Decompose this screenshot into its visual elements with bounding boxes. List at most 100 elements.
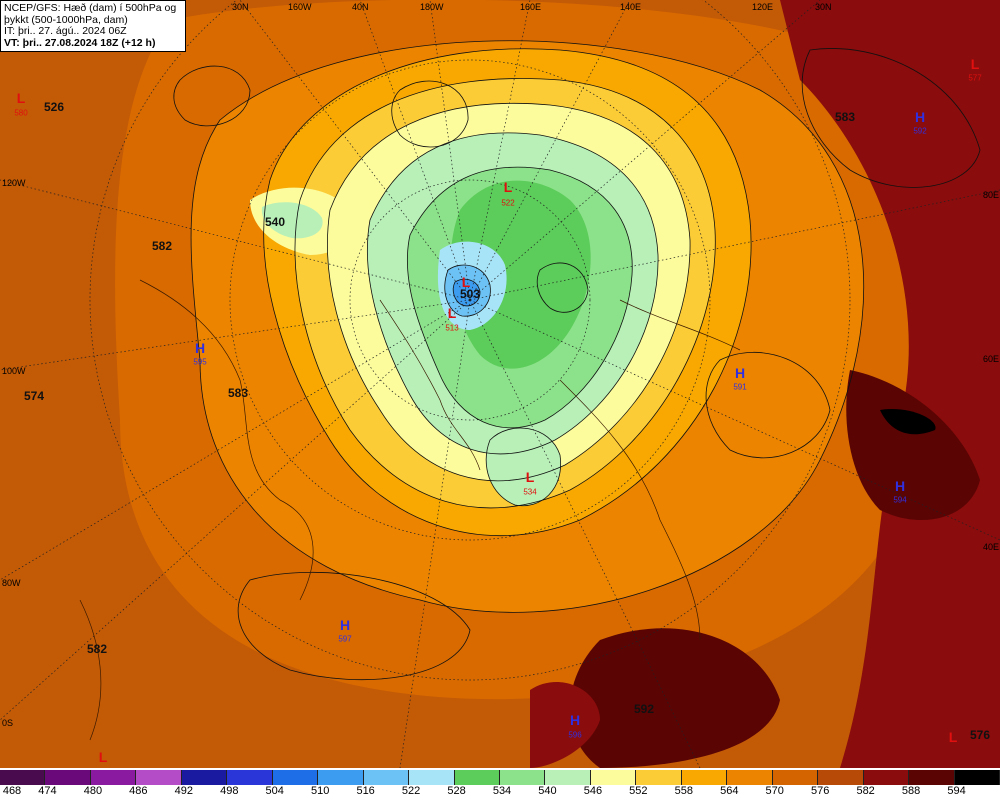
high-center-symbol: H — [914, 109, 926, 125]
lon-label: 30N — [232, 2, 249, 12]
colorbar-swatch — [636, 770, 682, 785]
high-center-value: 594 — [893, 495, 907, 505]
high-center-symbol: H — [894, 478, 906, 494]
coastlines — [79, 279, 741, 741]
colorbar-swatch — [545, 770, 591, 785]
latlon-grid — [0, 0, 1000, 768]
colorbar-label: 522 — [401, 785, 421, 797]
colorbar-swatch — [409, 770, 455, 785]
contour-label: 582 — [86, 642, 108, 656]
high-center-value: 592 — [913, 126, 927, 136]
colorbar-label: 528 — [447, 785, 466, 797]
lon-label: 0S — [2, 718, 14, 728]
colorbar-labels: 468 474 480 486 492 498 504 510 516 522 528 534 540 5… — [0, 785, 1000, 799]
colorbar-swatches — [0, 770, 1000, 785]
colorbar-label: 582 — [856, 785, 875, 797]
contour-label: 583 — [227, 386, 249, 400]
colorbar-swatch — [954, 770, 1000, 785]
colorbar-label: 576 — [810, 785, 830, 797]
title-line-1: NCEP/GFS: Hæð (dam) í 500hPa og — [4, 2, 177, 14]
colorbar-label: 498 — [220, 785, 239, 797]
colorbar-label: 468 — [2, 785, 22, 797]
high-center-value: 596 — [568, 730, 582, 740]
lon-label: 140E — [620, 2, 642, 12]
colorbar-swatch — [772, 770, 819, 785]
lon-label: 180W — [420, 2, 444, 12]
colorbar-swatch — [863, 770, 910, 785]
lon-label: 120W — [2, 178, 26, 188]
contour-label: 582 — [151, 239, 173, 253]
high-center-symbol: H — [569, 712, 581, 728]
high-center-symbol: H — [339, 617, 351, 633]
contour-label: 526 — [43, 100, 65, 114]
low-center-value: 534 — [523, 487, 537, 497]
colorbar-label: 546 — [583, 785, 603, 797]
colorbar-swatch — [136, 770, 182, 785]
lon-label: 160W — [288, 2, 312, 12]
title-line-2: þykkt (500-1000hPa, dam) — [4, 13, 128, 26]
low-center-value: 580 — [14, 108, 28, 118]
lon-label: 80W — [2, 578, 21, 588]
lon-label: 100W — [2, 366, 26, 376]
low-center-symbol: L — [461, 274, 471, 290]
colorbar-label: 480 — [83, 785, 103, 797]
colorbar-swatch — [818, 770, 864, 785]
high-center-value: 597 — [338, 634, 352, 644]
title-line-3: IT: þri.. 27. ágú.. 2024 06Z — [4, 25, 127, 37]
contour-label: 540 — [264, 215, 286, 229]
lon-label: 80E — [983, 190, 1000, 200]
high-center-value: 591 — [733, 382, 747, 392]
title-line-4: VT: þri.. 27.08.2024 18Z (+12 h) — [4, 36, 156, 49]
colorbar-label: 486 — [129, 785, 148, 797]
contour-label: 592 — [633, 702, 655, 716]
high-center-symbol: H — [194, 340, 206, 356]
high-center-value: 595 — [193, 357, 207, 367]
height-contours — [173, 40, 981, 681]
low-center-value: 522 — [501, 198, 515, 208]
low-center-symbol: L — [948, 729, 958, 745]
low-center-symbol: L — [525, 469, 535, 485]
colorbar-label: 558 — [674, 785, 693, 797]
contour-label: 576 — [969, 728, 991, 742]
colorbar-label: 510 — [310, 785, 330, 797]
colorbar-swatch — [318, 770, 364, 785]
lon-label: 60E — [983, 354, 1000, 364]
contour-label: 574 — [23, 389, 45, 403]
colorbar-swatch — [227, 770, 273, 785]
colorbar-swatch — [181, 770, 228, 785]
colorbar-label: 552 — [629, 785, 648, 797]
colorbar-swatch — [454, 770, 500, 785]
colorbar-swatch — [363, 770, 410, 785]
colorbar-label: 570 — [765, 785, 784, 797]
map-title-box: NCEP/GFS: Hæð (dam) í 500hPa og þykkt (5… — [0, 0, 186, 52]
colorbar-swatch — [45, 770, 91, 785]
colorbar-label: 516 — [356, 785, 375, 797]
colorbar-swatch — [90, 770, 137, 785]
low-center-symbol: L — [98, 749, 108, 765]
lon-label: 30N — [815, 2, 832, 12]
lon-label: 120E — [752, 2, 774, 12]
low-center-symbol: L — [447, 305, 457, 321]
colorbar-label: 564 — [720, 785, 739, 797]
colorbar-label: 540 — [538, 785, 557, 797]
colorbar-swatch — [727, 770, 773, 785]
lon-label: 40E — [983, 542, 1000, 552]
geopotential-map — [0, 0, 1000, 768]
high-center-symbol: H — [734, 365, 746, 381]
lon-label: 160E — [520, 2, 542, 12]
colorbar-swatch — [0, 770, 46, 785]
colorbar-swatch — [499, 770, 546, 785]
low-center-symbol: L — [503, 179, 513, 195]
colorbar-swatch — [272, 770, 319, 785]
low-center-value: 513 — [445, 323, 459, 333]
colorbar-label: 588 — [901, 785, 921, 797]
colorbar-label: 474 — [38, 785, 57, 797]
colorbar-swatch — [590, 770, 637, 785]
colorbar-label: 534 — [492, 785, 512, 797]
colorbar-label: 594 — [947, 785, 966, 797]
low-center-symbol: L — [16, 90, 26, 106]
contour-label: 583 — [834, 110, 856, 124]
low-center-symbol: L — [970, 56, 980, 72]
colorbar-label: 504 — [265, 785, 284, 797]
